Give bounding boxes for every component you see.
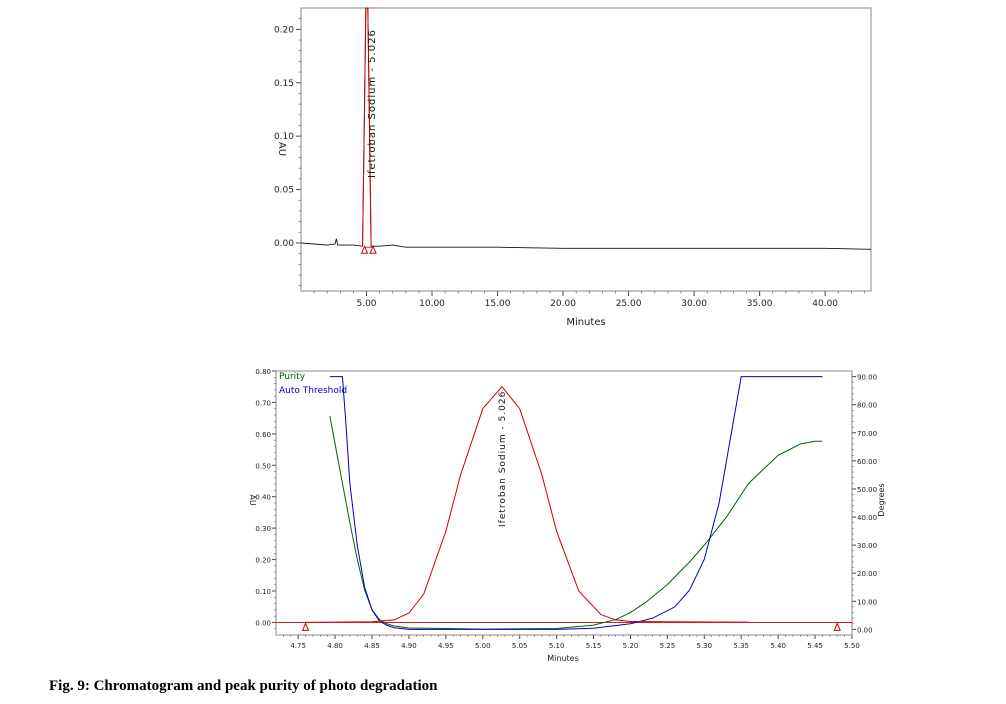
chromatogram-peak-label: Ifetroban Sodium - 5.026 [367, 29, 378, 178]
peak-purity-y-tick-label: 0.80 [255, 368, 271, 376]
peak-purity-plot-frame [275, 370, 853, 636]
peak-purity-x-tick-label: 4.95 [438, 642, 454, 650]
chromatogram-x-tick-label: 40.00 [812, 299, 838, 309]
peak-purity-y-tick-label: 0.50 [255, 462, 271, 470]
chromatogram-chart: 0.00 0.05 0.10 0.15 0.20 5.00 10.00 15.00 20.00… [274, 7, 872, 328]
chromatogram-start-marker [360, 244, 369, 254]
auto-threshold-curve [329, 376, 823, 630]
peak-purity-peak-label: Ifetroban Sodium - 5.026 [498, 391, 508, 527]
peak-purity-x-tick-label: 4.85 [364, 642, 380, 650]
chromatogram-x-axis-label: Minutes [566, 317, 605, 328]
chromatogram-peak-trace [362, 7, 372, 247]
peak-purity-chart: 0.00 0.10 0.20 0.30 0.40 0.50 0.60 0.70 0.80 0.0… [248, 368, 886, 663]
peak-purity-right-tick-label: 80.00 [857, 402, 877, 410]
chromatogram-x-ticks: 5.00 10.00 15.00 20.00 25.00 30.00 35.00 40.00 [313, 291, 865, 309]
peak-purity-right-tick-label: 0.00 [857, 626, 873, 634]
peak-purity-right-tick-label: 60.00 [857, 458, 877, 466]
legend-auto-threshold: Auto Threshold [279, 386, 347, 396]
peak-purity-x-tick-label: 4.80 [327, 642, 343, 650]
peak-purity-right-axis-label: Degrees [877, 483, 886, 516]
chromatogram-y-axis-label: AU [276, 142, 287, 156]
peak-purity-right-tick-label: 50.00 [857, 486, 877, 494]
peak-purity-x-tick-label: 5.40 [770, 642, 786, 650]
chromatogram-x-tick-label: 10.00 [419, 299, 445, 309]
peak-purity-x-tick-label: 5.45 [807, 642, 823, 650]
peak-purity-right-tick-label: 90.00 [857, 374, 877, 382]
peak-purity-y-tick-label: 0.70 [255, 399, 271, 407]
peak-purity-x-tick-label: 5.15 [586, 642, 602, 650]
peak-purity-x-tick-label: 4.75 [290, 642, 306, 650]
chromatogram-x-tick-label: 25.00 [616, 299, 642, 309]
peak-purity-y-tick-label: 0.00 [255, 619, 271, 627]
peak-purity-right-tick-label: 20.00 [857, 570, 877, 578]
peak-purity-x-tick-label: 5.30 [697, 642, 713, 650]
peak-purity-right-tick-label: 70.00 [857, 430, 877, 438]
peak-purity-right-tick-label: 40.00 [857, 514, 877, 522]
peak-purity-x-tick-label: 5.25 [660, 642, 676, 650]
peak-purity-right-tick-label: 30.00 [857, 542, 877, 550]
peak-purity-x-ticks: 4.75 4.80 4.85 4.90 4.95 5.00 5.05 5.10 5.15 5.20… [283, 635, 860, 650]
peak-purity-start-marker [301, 622, 310, 631]
peak-purity-end-marker [833, 622, 841, 631]
chromatogram-plot-frame [300, 7, 872, 292]
chromatogram-x-tick-label: 20.00 [550, 299, 576, 309]
peak-purity-y-tick-label: 0.20 [255, 557, 271, 565]
peak-curve [305, 385, 749, 623]
chromatogram-series [300, 7, 872, 254]
peak-purity-x-tick-label: 5.35 [733, 642, 749, 650]
peak-purity-x-tick-label: 5.20 [623, 642, 639, 650]
chromatogram-y-tick-label: 0.00 [274, 239, 294, 249]
peak-purity-y-tick-label: 0.60 [255, 431, 271, 439]
chromatogram-end-marker [369, 244, 377, 254]
peak-purity-y-axis-label: AU [248, 494, 257, 505]
peak-purity-x-tick-label: 4.90 [401, 642, 417, 650]
chromatogram-x-tick-label: 5.00 [356, 299, 376, 309]
peak-purity-x-tick-label: 5.00 [475, 642, 491, 650]
chromatogram-trace [300, 7, 872, 250]
peak-purity-x-tick-label: 5.05 [512, 642, 528, 650]
peak-purity-right-y-ticks: 0.00 10.00 20.00 30.00 40.00 50.00 60.00 70.00 8… [852, 374, 877, 634]
peak-purity-series [276, 376, 852, 631]
peak-purity-x-axis-label: Minutes [547, 654, 579, 663]
peak-purity-y-tick-label: 0.40 [255, 494, 271, 502]
peak-purity-y-tick-label: 0.10 [255, 588, 271, 596]
chromatogram-y-tick-label: 0.05 [274, 186, 294, 196]
purity-curve [329, 415, 823, 630]
peak-purity-right-tick-label: 10.00 [857, 598, 877, 606]
chromatogram-y-ticks: 0.00 0.05 0.10 0.15 0.20 [274, 18, 301, 287]
chromatogram-x-tick-label: 35.00 [747, 299, 773, 309]
chromatogram-y-tick-label: 0.15 [274, 79, 294, 89]
peak-purity-left-y-ticks: 0.00 0.10 0.20 0.30 0.40 0.50 0.60 0.70 0.80 [255, 368, 276, 630]
chromatogram-x-tick-label: 30.00 [681, 299, 707, 309]
peak-purity-x-tick-label: 5.50 [844, 642, 860, 650]
chromatogram-x-tick-label: 15.00 [485, 299, 511, 309]
chromatogram-y-tick-label: 0.20 [274, 25, 294, 35]
legend-purity: Purity [279, 372, 306, 382]
chromatogram-y-tick-label: 0.10 [274, 132, 294, 142]
peak-purity-y-tick-label: 0.30 [255, 525, 271, 533]
figure-caption: Fig. 9: Chromatogram and peak purity of … [49, 678, 438, 694]
peak-purity-x-tick-label: 5.10 [549, 642, 565, 650]
